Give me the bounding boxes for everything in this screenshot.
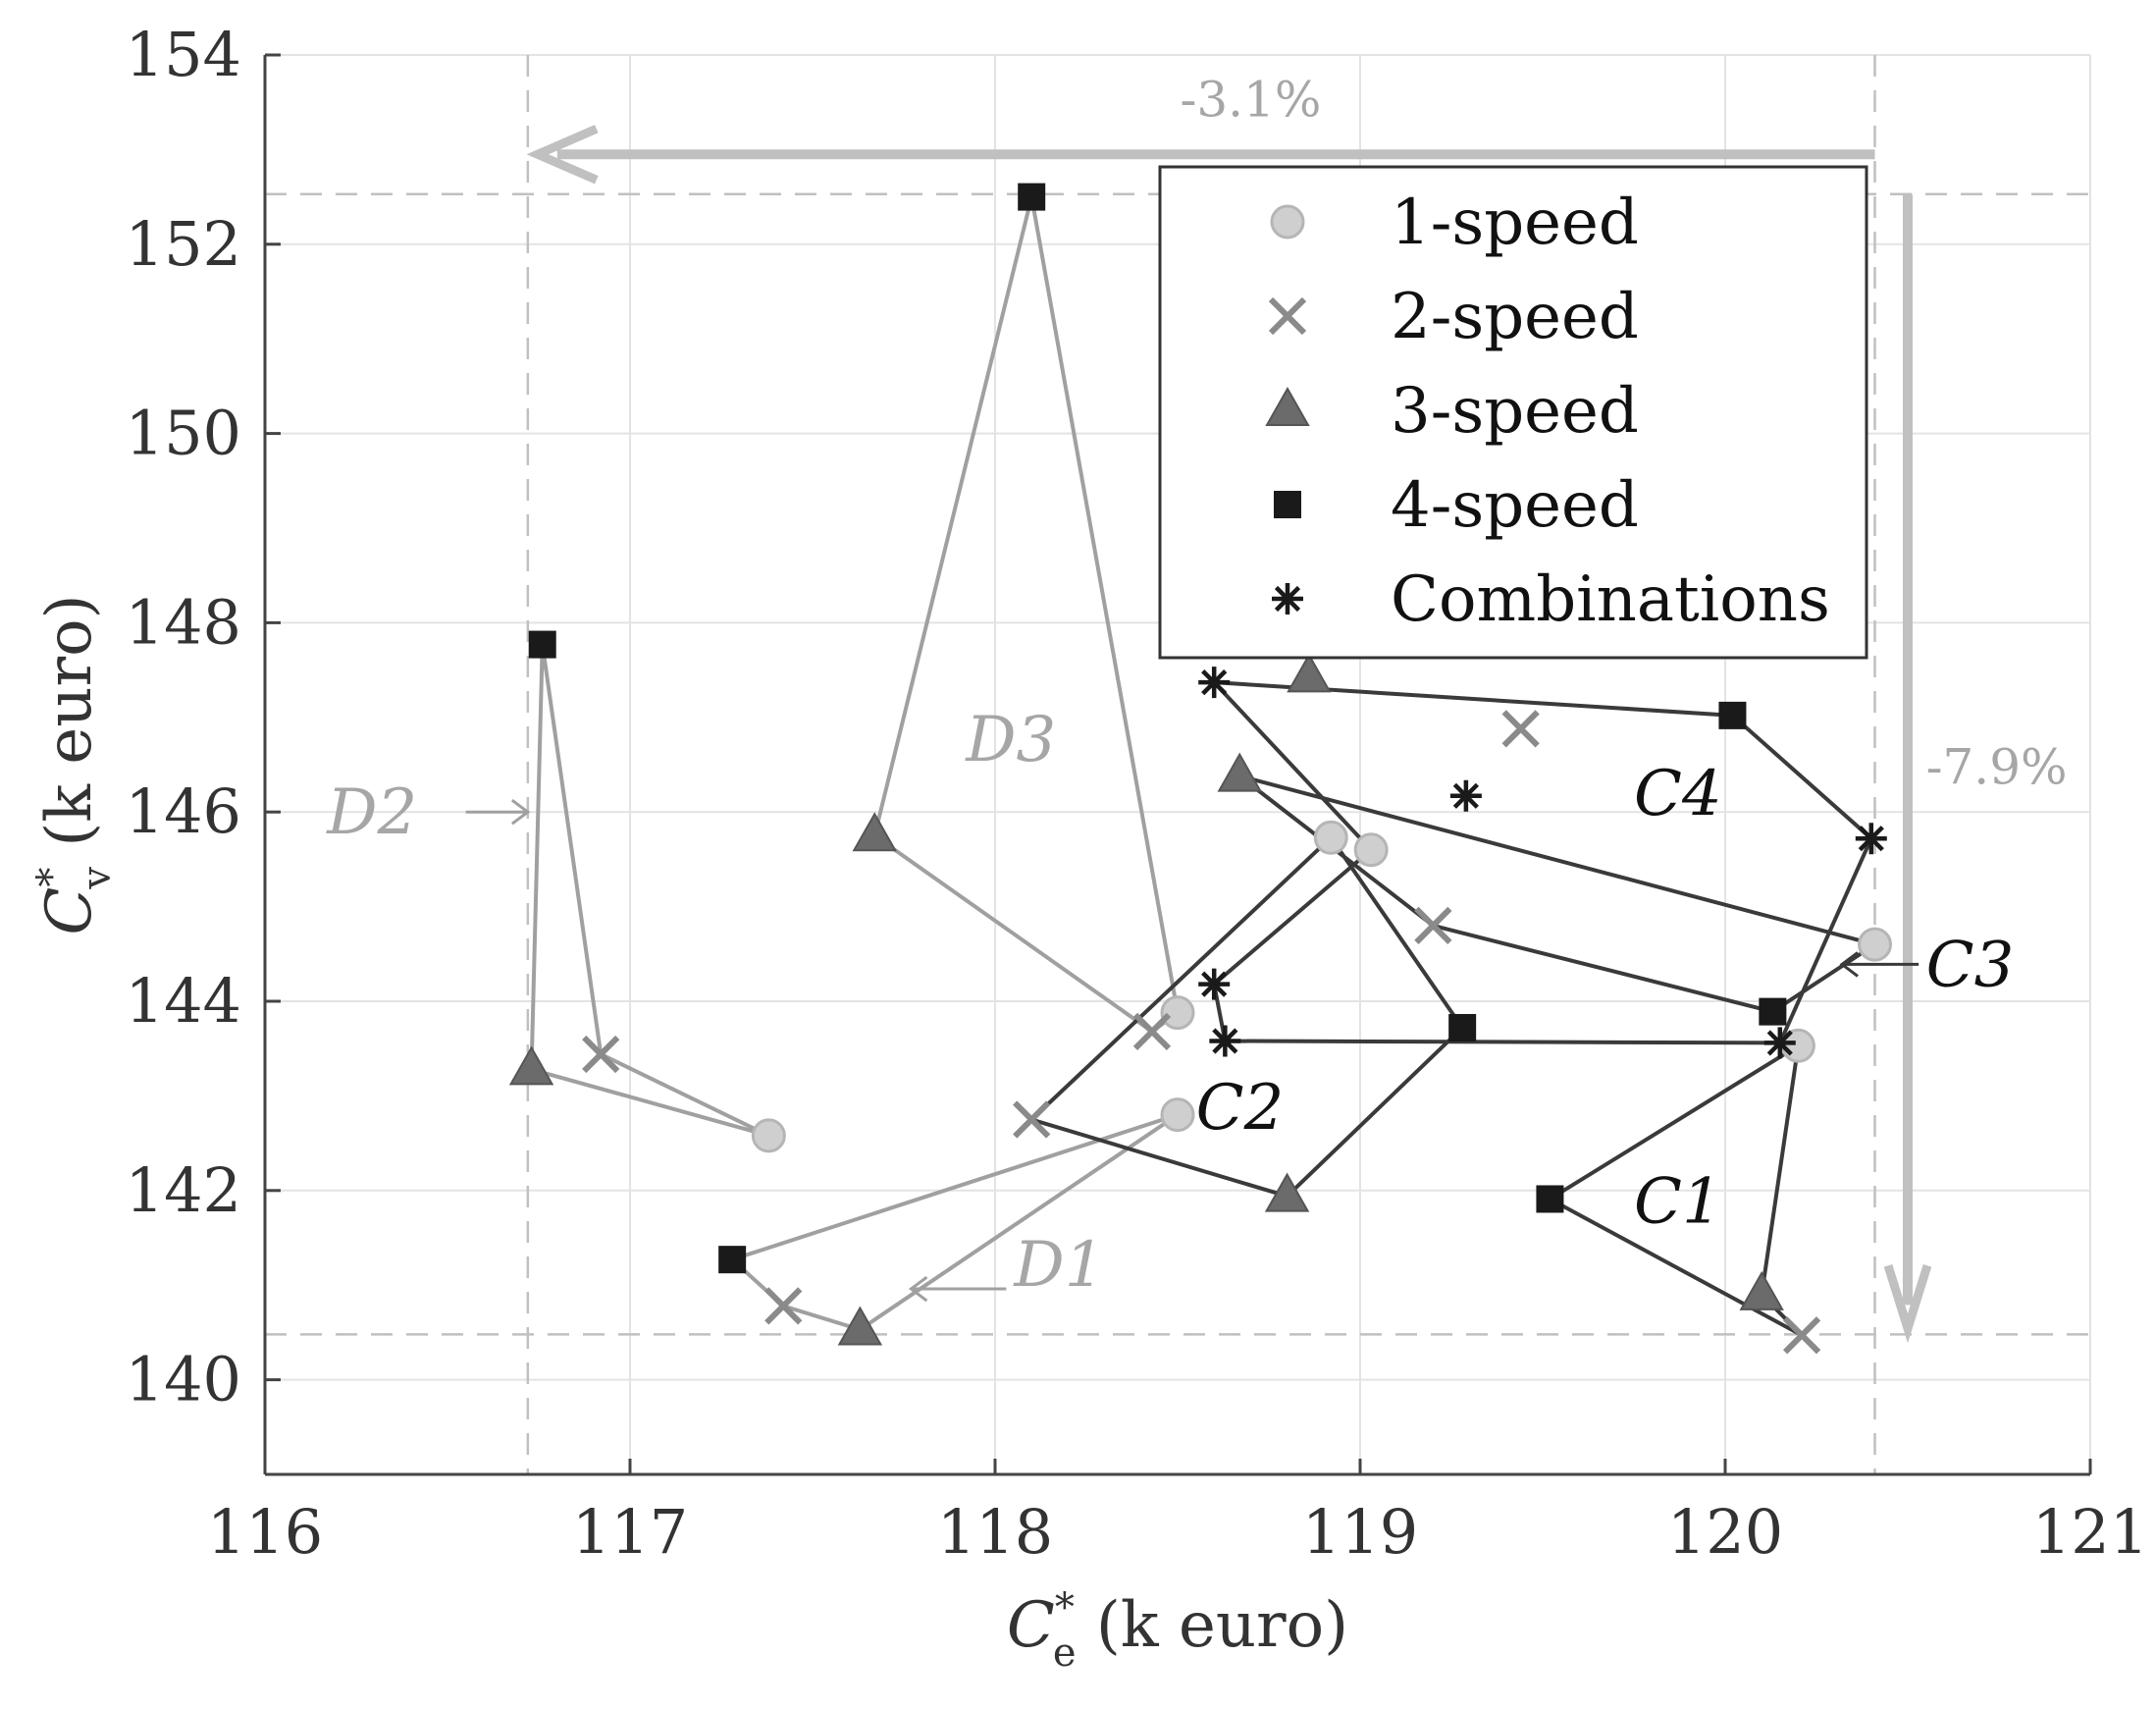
pct-x-label: -3.1% (1180, 72, 1321, 129)
point-combination (1449, 779, 1482, 812)
point-2-speed (1132, 1012, 1172, 1050)
legend-label: Combinations (1391, 563, 1830, 636)
point-combination (1198, 968, 1231, 1000)
point-1-speed (1160, 1097, 1195, 1133)
label-d2: D2 (326, 776, 417, 849)
x-tick-label: 118 (937, 1496, 1053, 1568)
y-tick-label: 154 (126, 19, 241, 90)
point-2-speed (1782, 1316, 1821, 1355)
point-combination (1198, 667, 1231, 699)
point-1-speed (1313, 820, 1348, 855)
y-tick-label: 142 (126, 1154, 241, 1226)
group-line-c4 (1212, 680, 1873, 1045)
arrow-y-head (1883, 1263, 1932, 1344)
pct-y-label: -7.9% (1926, 738, 2068, 795)
legend-marker-asterisk (1272, 583, 1303, 614)
label-c1: C1 (1634, 1165, 1722, 1238)
legend-marker-x (1268, 296, 1307, 336)
legend-marker-square (1274, 491, 1301, 518)
arrow-d1 (908, 1275, 1007, 1303)
point-1-speed (1353, 832, 1389, 868)
point-3-speed (837, 1306, 883, 1346)
point-4-speed (1718, 701, 1747, 729)
label-c4: C4 (1634, 758, 1722, 830)
point-3-speed (852, 812, 897, 852)
y-tick-label: 144 (126, 965, 241, 1037)
legend-label: 3-speed (1391, 375, 1639, 448)
point-1-speed (1160, 995, 1195, 1031)
group-line-d3 (872, 196, 1180, 1034)
point-combination (1763, 1027, 1796, 1059)
arrow-c3 (1839, 951, 1919, 978)
point-4-speed (1018, 183, 1046, 211)
point-1-speed (751, 1118, 786, 1153)
x-tick-label: 121 (2032, 1496, 2148, 1568)
x-axis-title: C* e (k euro) (1007, 1585, 1348, 1676)
group-line-d2 (529, 644, 771, 1138)
label-d3: D3 (965, 704, 1056, 776)
label-c3: C3 (1926, 929, 2015, 1001)
arrow-d2 (465, 799, 531, 826)
point-combination (1855, 823, 1887, 855)
point-1-speed (1858, 927, 1893, 962)
point-3-speed (508, 1045, 554, 1086)
legend-marker-circle (1270, 204, 1305, 240)
label-c2: C2 (1196, 1072, 1285, 1145)
point-3-speed (1217, 752, 1262, 792)
point-4-speed (718, 1246, 747, 1274)
y-axis-title-group: C*v (k euro) (29, 594, 120, 935)
point-2-speed (1013, 1100, 1051, 1139)
point-4-speed (1536, 1185, 1564, 1213)
x-tick-label: 117 (572, 1496, 688, 1568)
point-4-speed (528, 630, 556, 659)
legend-marker-triangle (1265, 386, 1310, 426)
point-2-speed (1414, 906, 1452, 945)
point-3-speed (1287, 653, 1332, 693)
x-tick-label: 116 (207, 1496, 323, 1568)
x-tick-label: 120 (1667, 1496, 1783, 1568)
legend-label: 4-speed (1391, 469, 1639, 542)
point-combination (1209, 1025, 1241, 1057)
point-3-speed (1264, 1172, 1310, 1212)
point-3-speed (1739, 1270, 1784, 1310)
point-2-speed (1501, 710, 1540, 748)
y-tick-label: 146 (126, 775, 241, 847)
y-tick-label: 150 (126, 398, 241, 469)
arrow-x-head (526, 125, 599, 185)
y-axis-title: C*v (k euro) (29, 594, 120, 935)
y-tick-label: 140 (126, 1344, 241, 1415)
legend-label: 2-speed (1391, 281, 1639, 353)
point-4-speed (1759, 997, 1787, 1026)
label-d1: D1 (1013, 1229, 1104, 1302)
x-tick-label: 119 (1302, 1496, 1418, 1568)
y-tick-label: 148 (126, 586, 241, 658)
y-tick-label: 152 (126, 208, 241, 280)
legend-label: 1-speed (1391, 187, 1639, 259)
group-line-d1 (730, 1112, 1180, 1332)
point-2-speed (764, 1287, 803, 1325)
point-4-speed (1448, 1013, 1477, 1041)
point-2-speed (582, 1035, 620, 1074)
